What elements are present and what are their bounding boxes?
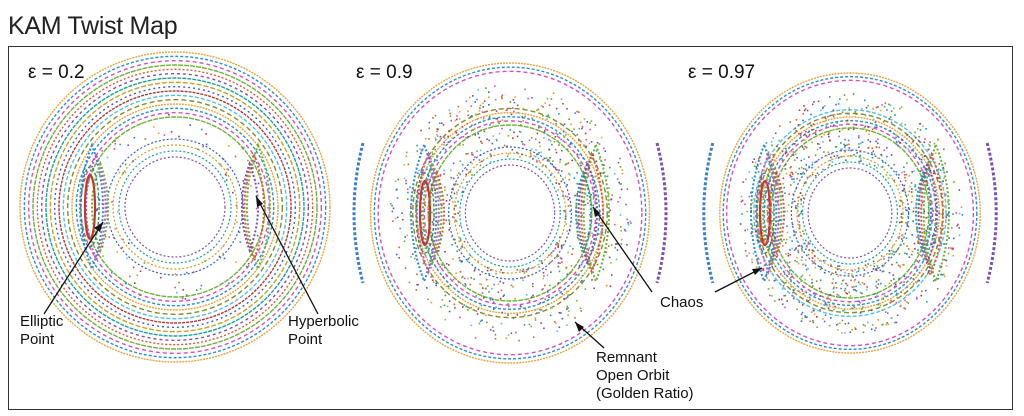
panel-2-orbit-ring (377, 70, 643, 356)
panel-3-inner-ring (801, 161, 899, 265)
panel-1-orbit-ring (23, 55, 327, 359)
panel-1-orbit-ring (19, 51, 331, 363)
panel-1-inner-ring (124, 156, 226, 258)
panel-2-outer-island-arc (655, 142, 668, 284)
hyperbolic-arrow (255, 195, 319, 315)
panel-1-epsilon-label: ε = 0.2 (28, 62, 85, 83)
panel-3-orbit-ring (722, 75, 978, 351)
panel-2-island-left (416, 151, 440, 275)
panel-1-elliptic-core (83, 173, 97, 241)
panel-2-orbit-ring (419, 116, 601, 310)
panel-1-island-right (240, 160, 259, 254)
panel-3-outer-island-arc (985, 142, 998, 284)
panel-3-orbit-ring (770, 127, 930, 299)
panel-2-island-right (577, 160, 598, 266)
panel-3-inner-ring (796, 155, 904, 271)
panel-2-island-left (422, 160, 443, 266)
panel-3-chaotic-sea (739, 93, 964, 334)
panel-2-inner-ring (453, 152, 567, 274)
panel-1-island-right (243, 151, 265, 263)
panel-1-inner-ring (118, 150, 232, 264)
panel-3-island-left (756, 151, 780, 275)
panel-1-inner-ring (106, 138, 244, 276)
panel-3-island-right (915, 169, 932, 257)
panel-1-elliptic-core (80, 166, 100, 248)
hyperbolic-label-line2: Point (288, 331, 323, 348)
panel-2-outer-island-arc (352, 142, 365, 284)
panel-3-outer-island-arc (702, 142, 715, 284)
elliptic-arrowhead (94, 222, 103, 232)
panel-3-orbit-ring (760, 116, 940, 310)
panel-3-inner-ring (790, 149, 910, 277)
hyperbolic-label-line1: Hyperbolic (288, 313, 359, 330)
chaos-arrowhead-2 (752, 268, 762, 275)
panel-1-inner-ring (112, 144, 238, 270)
panel-1-orbit-ring (66, 98, 284, 316)
panel-3-orbit-ring (725, 79, 975, 347)
panel-1-chaotic-sea (90, 113, 269, 300)
panel-2-orbit-ring (423, 120, 597, 306)
remnant-label-line2: Open Orbit (596, 367, 670, 384)
page-title: KAM Twist Map (8, 12, 178, 40)
panel-1-orbit-ring (53, 85, 297, 329)
panel-1-orbit-ring (79, 111, 271, 303)
panel-2-inner-ring (464, 164, 556, 262)
elliptic-arrow (43, 221, 104, 315)
chaos-label: Chaos (660, 294, 703, 311)
orbit-layer (19, 51, 998, 364)
panel-3-inner-ring (807, 167, 893, 259)
panel-3-orbit-ring (719, 72, 981, 354)
panel-1-orbit-ring (75, 107, 275, 307)
elliptic-label-line1: Elliptic (20, 313, 64, 330)
panel-2-chaotic-sea (390, 85, 632, 342)
panel-1-orbit-ring (62, 94, 288, 320)
panel-3-island-right (920, 151, 944, 275)
panel-1-orbit-ring (36, 68, 314, 346)
panel-3-epsilon-label: ε = 0.97 (688, 62, 755, 83)
panel-3-elliptic-core (755, 172, 775, 254)
hyperbolic-arrowhead (256, 196, 263, 207)
remnant-arrowhead (575, 322, 584, 332)
panel-1-orbit-ring (84, 116, 266, 298)
remnant-label-line1: Remnant (596, 349, 658, 366)
panel-2-orbit-ring (369, 62, 651, 364)
panel-1-orbit-ring (49, 81, 301, 333)
panel-1-orbit-ring (58, 90, 292, 324)
panel-2-orbit-ring (412, 107, 608, 319)
panel-2-island-right (580, 151, 604, 275)
panel-1-orbit-ring (45, 77, 305, 337)
panel-2-inner-ring (448, 146, 572, 280)
panel-1-orbit-ring (27, 59, 323, 355)
panel-2-elliptic-core (415, 172, 435, 254)
panel-1-orbit-ring (71, 103, 279, 311)
chaos-arrow-1 (592, 206, 653, 293)
panel-3-orbit-ring (763, 119, 937, 307)
chaos-arrowhead-1 (593, 207, 600, 217)
panel-1-orbit-ring (32, 64, 318, 350)
panel-3-orbit-ring (766, 123, 934, 303)
figure-frame (8, 46, 1013, 410)
elliptic-label-line2: Point (20, 331, 55, 348)
panel-2-elliptic-core (418, 179, 432, 247)
panel-2-island-right (575, 169, 592, 257)
panel-1-orbit-ring (40, 72, 310, 342)
remnant-label-line3: (Golden Ratio) (596, 385, 694, 402)
panel-1-island-left (91, 160, 110, 254)
panel-3-island-left (762, 160, 783, 266)
panel-1-island-left (85, 151, 107, 263)
panel-2-inner-ring (459, 158, 561, 268)
panel-2-epsilon-label: ε = 0.9 (356, 62, 413, 83)
panel-2-orbit-ring (373, 66, 647, 360)
